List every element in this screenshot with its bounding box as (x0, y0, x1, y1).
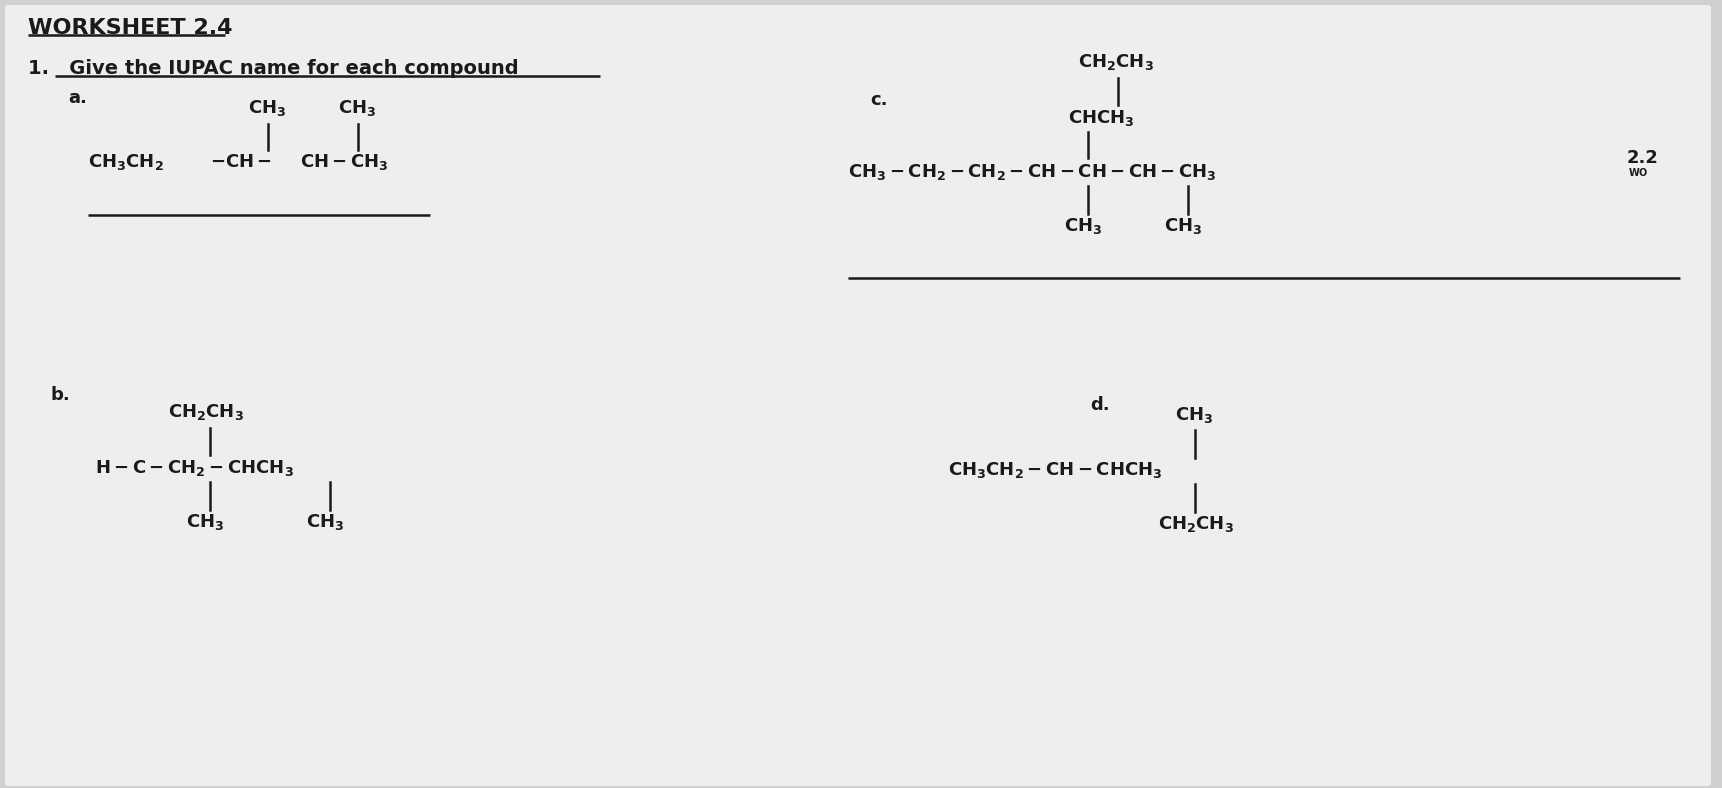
Text: 2.2: 2.2 (1626, 149, 1658, 167)
Text: $\mathbf{CH_3}$: $\mathbf{CH_3}$ (248, 98, 286, 118)
Text: c.: c. (870, 91, 887, 109)
Text: $\mathbf{CHCH_3}$: $\mathbf{CHCH_3}$ (1068, 108, 1135, 128)
Text: $\mathbf{CH_3}$: $\mathbf{CH_3}$ (1174, 405, 1214, 425)
Text: 1.   Give the IUPAC name for each compound: 1. Give the IUPAC name for each compound (28, 58, 518, 77)
Text: $\mathbf{CH_3}$: $\mathbf{CH_3}$ (307, 512, 344, 532)
Text: WORKSHEET 2.4: WORKSHEET 2.4 (28, 18, 232, 38)
Text: $\mathbf{CH_3}$: $\mathbf{CH_3}$ (338, 98, 375, 118)
Text: $\mathbf{CH_3}$: $\mathbf{CH_3}$ (1164, 216, 1202, 236)
Text: $\mathbf{CH_3}$: $\mathbf{CH_3}$ (186, 512, 224, 532)
Text: $\mathbf{CH_3CH_2-CH-CHCH_3}$: $\mathbf{CH_3CH_2-CH-CHCH_3}$ (949, 460, 1162, 480)
Text: $\mathbf{CH_3-CH_2-CH_2-CH-CH-CH-CH_3}$: $\mathbf{CH_3-CH_2-CH_2-CH-CH-CH-CH_3}$ (847, 162, 1217, 182)
FancyBboxPatch shape (5, 5, 1712, 786)
Text: $\mathbf{-CH-}$: $\mathbf{-CH-}$ (210, 153, 272, 171)
Text: b.: b. (50, 386, 71, 404)
Text: $\mathbf{H-C-CH_2-CHCH_3}$: $\mathbf{H-C-CH_2-CHCH_3}$ (95, 458, 294, 478)
Text: $\mathbf{CH_3}$: $\mathbf{CH_3}$ (1064, 216, 1102, 236)
Text: d.: d. (1090, 396, 1109, 414)
Text: a.: a. (67, 89, 86, 107)
Text: $\mathbf{CH_2CH_3}$: $\mathbf{CH_2CH_3}$ (1078, 52, 1154, 72)
Text: $\mathbf{CH_2CH_3}$: $\mathbf{CH_2CH_3}$ (169, 402, 245, 422)
Text: $\mathbf{CH_3CH_2}$: $\mathbf{CH_3CH_2}$ (88, 152, 164, 172)
Text: $\mathbf{_{WO}}$: $\mathbf{_{WO}}$ (1627, 165, 1648, 179)
Text: $\mathbf{CH-CH_3}$: $\mathbf{CH-CH_3}$ (300, 152, 389, 172)
Text: $\mathbf{CH_2CH_3}$: $\mathbf{CH_2CH_3}$ (1157, 514, 1235, 534)
